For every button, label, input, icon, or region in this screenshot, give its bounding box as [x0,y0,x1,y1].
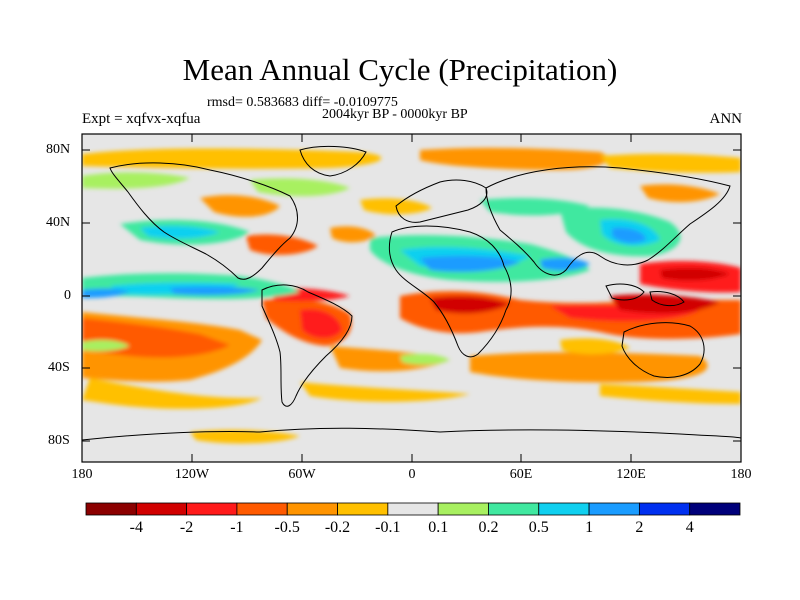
north-america-coast [109,162,298,280]
south-atlantic-dry-band [330,346,450,372]
colorbar-box [135,502,188,516]
colorbar-box [186,502,238,516]
north-america-dry-patch [200,195,280,217]
colorbar-label: 0.1 [428,519,449,536]
colorbar-box [588,502,640,516]
lat-label-40n: 40N [46,215,71,230]
colorbar-box [85,502,137,516]
colorbar-label: 1 [585,519,594,536]
lon-label-0: 0 [408,467,416,482]
colorbar [85,502,741,516]
lat-label-80s: 80S [48,433,70,448]
asia-coast [485,166,731,276]
lon-label-120w: 120W [174,467,210,482]
lat-label-40s: 40S [48,360,70,375]
europe-coast [395,179,488,223]
season-label: ANN [709,111,743,127]
colorbar-box [236,502,288,516]
colorbar-label: -0.5 [274,519,300,536]
colorbar-label: 0.5 [528,519,549,536]
lon-label-120e: 120E [616,467,646,482]
colorbar-label: -0.1 [375,519,401,536]
colorbar-box [488,502,540,516]
colorbar-label: -4 [129,519,143,536]
period-label: 2004kyr BP - 0000kyr BP [322,107,468,122]
colorbar-label: -2 [179,519,194,536]
rmsd-diff-stats: rmsd= 0.583683 diff= -0.0109775 [207,95,398,110]
precip-anomaly-field [82,147,741,444]
experiment-label: Expt = xqfvx-xqfua [82,111,201,127]
map-title: Mean Annual Cycle (Precipitation) [182,52,618,87]
lat-label-0: 0 [64,288,71,303]
lon-label-60w: 60W [288,467,316,482]
lon-label-180w: 180 [71,467,93,482]
lat-label-80n: 80N [46,142,71,157]
colorbar-label: 2 [635,519,644,536]
colorbar-label: 0.2 [478,519,499,536]
colorbar-label: 4 [685,519,694,536]
colorbar-label: -1 [230,519,244,536]
lon-label-180e: 180 [730,467,752,482]
greenland-coast [299,145,367,177]
colorbar-box [286,502,338,516]
colorbar-box [437,502,489,516]
colorbar-box [689,502,741,516]
colorbar-box [538,502,590,516]
maritime-continent-coast [605,283,685,307]
colorbar-box [337,502,389,516]
colorbar-box [638,502,691,516]
south-america-coast [261,284,353,407]
australia-coast [621,322,705,378]
coastlines [82,145,741,441]
axis-ticks [81,134,742,462]
lon-label-60e: 60E [509,467,533,482]
antarctica-coast [82,427,741,441]
colorbar-box [387,502,439,516]
arctic-dry-band [82,148,382,169]
southern-ocean-band [470,352,708,383]
africa-coast [388,225,512,358]
colorbar-label: -0.2 [324,519,351,536]
